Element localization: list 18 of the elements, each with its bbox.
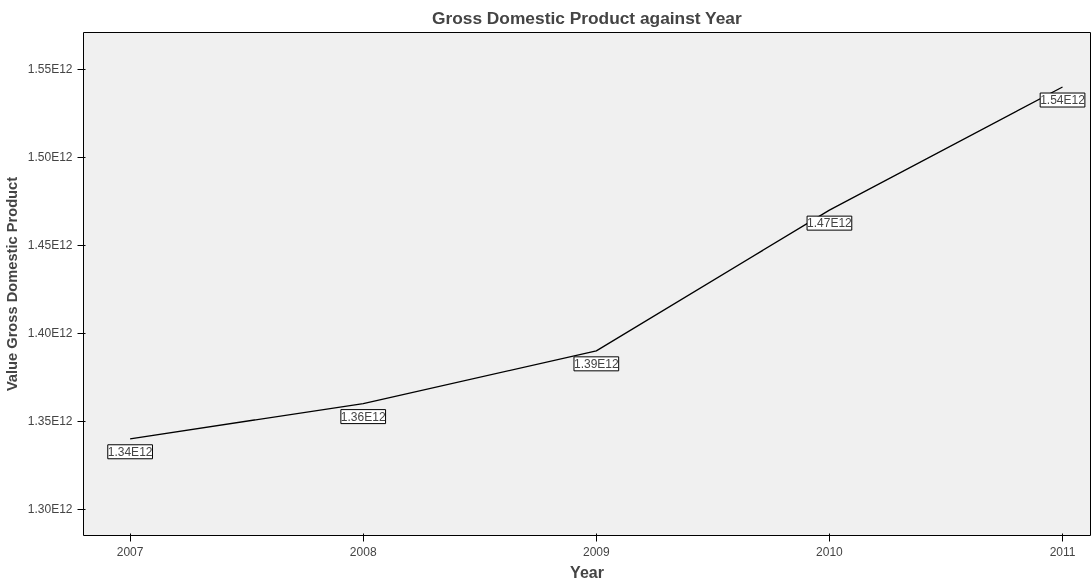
data-label: 1.39E12 — [573, 356, 619, 371]
data-label: 1.36E12 — [340, 409, 386, 424]
y-tick-label: 1.30E12 — [27, 502, 73, 517]
y-tick-label: 1.50E12 — [27, 150, 73, 165]
y-tick-label: 1.55E12 — [27, 62, 73, 77]
y-tick-label: 1.35E12 — [27, 414, 73, 429]
data-label: 1.47E12 — [807, 216, 853, 231]
x-tick-label: 2009 — [582, 544, 610, 559]
x-tick-label: 2010 — [816, 544, 844, 559]
x-axis-title: Year — [570, 563, 604, 581]
y-tick-label: 1.40E12 — [27, 326, 73, 341]
data-label: 1.34E12 — [107, 444, 153, 459]
x-tick-label: 2008 — [349, 544, 377, 559]
x-tick-label: 2011 — [1049, 544, 1076, 559]
x-tick-label: 2007 — [116, 544, 144, 559]
chart-title: Gross Domestic Product against Year — [431, 7, 742, 28]
y-axis-title: Value Gross Domestic Product — [3, 176, 20, 392]
y-tick-label: 1.45E12 — [27, 238, 73, 253]
